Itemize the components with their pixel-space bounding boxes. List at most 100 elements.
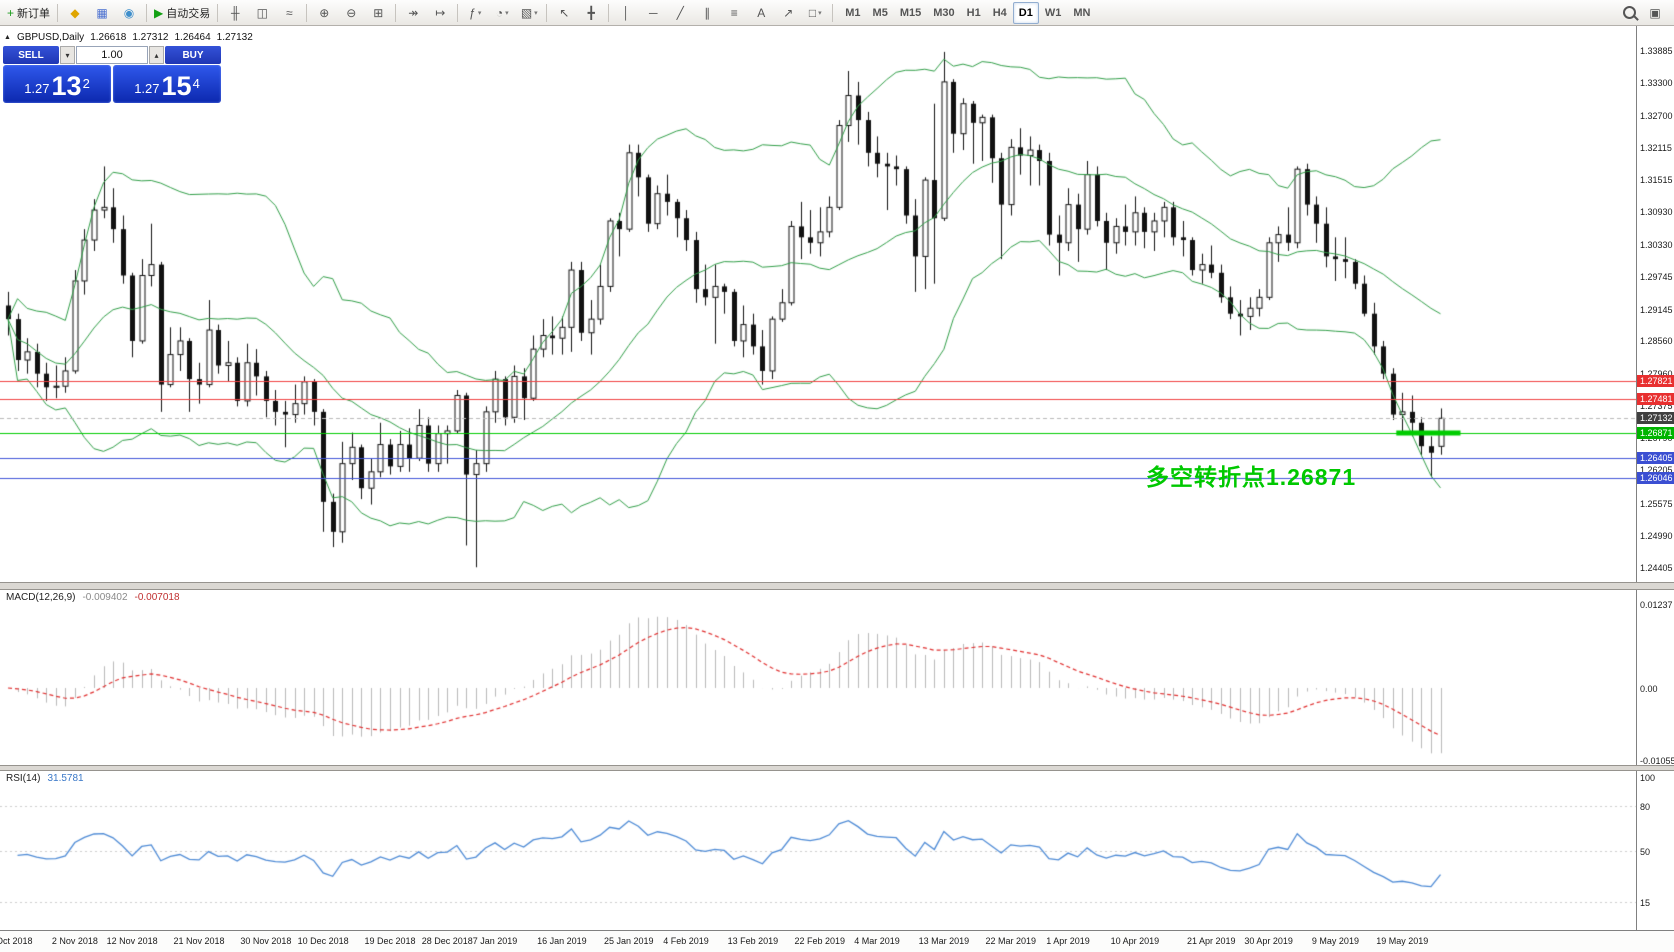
timeframe-m5[interactable]: M5 xyxy=(872,6,888,19)
price-axis-label: 1.32115 xyxy=(1640,142,1672,153)
rsi-axis-label: 100 xyxy=(1640,773,1656,783)
price-tag: 1.26405 xyxy=(1637,451,1674,464)
arrow-tool-icon-glyph: ↗ xyxy=(783,5,794,20)
price-chart-canvas[interactable] xyxy=(0,26,1636,582)
candlestick-chart-icon[interactable]: ◫ xyxy=(249,3,275,23)
macd-axis-label: 0.00 xyxy=(1640,684,1658,694)
buy-button[interactable]: 1.27 15 4 xyxy=(113,65,221,103)
indicators-icon[interactable]: ƒ ▾ xyxy=(462,3,488,23)
price-tag: 1.27481 xyxy=(1637,393,1674,406)
lot-increase-button[interactable]: ▴ xyxy=(149,46,164,64)
date-axis-label: 21 Apr 2019 xyxy=(1187,936,1236,946)
cursor-icon[interactable]: ↖ xyxy=(551,3,577,23)
toolbar-separator xyxy=(395,3,397,22)
vertical-line-icon[interactable]: │ xyxy=(613,3,639,23)
price-axis[interactable]: 1.33885 1.33300 1.32700 1.32115 1.31515 1.309… xyxy=(1636,26,1674,930)
chart-shift-icon-glyph: ↦ xyxy=(435,5,446,20)
timeframe-h1[interactable]: H1 xyxy=(966,6,981,19)
shapes-icon[interactable]: □ ▾ xyxy=(802,3,828,23)
date-axis-label: 28 Dec 2018 xyxy=(421,936,473,946)
line-chart-icon-glyph: ≈ xyxy=(285,5,293,20)
date-axis-label: 7 Jan 2019 xyxy=(472,936,518,946)
toolbar-separator xyxy=(608,3,610,22)
chart-shift-icon[interactable]: ↦ xyxy=(427,3,453,23)
timeframe-mn[interactable]: MN xyxy=(1073,6,1091,19)
sell-button[interactable]: 1.27 13 2 xyxy=(3,65,111,103)
date-axis-label: 22 Feb 2019 xyxy=(794,936,846,946)
date-axis-label: 24 Oct 2018 xyxy=(0,936,33,946)
macd-name: MACD(12,26,9) xyxy=(6,592,76,603)
bar-chart-icon[interactable]: ╫ xyxy=(222,3,248,23)
pane-separator[interactable] xyxy=(0,582,1674,590)
price-axis-label: 1.25575 xyxy=(1640,499,1673,510)
search-icon[interactable] xyxy=(1616,3,1642,23)
rsi-indicator-label: RSI(14) 31.5781 xyxy=(6,773,84,784)
text-label-icon-glyph: A xyxy=(757,5,766,20)
tile-windows-icon[interactable]: ⊞ xyxy=(365,3,391,23)
pane-separator[interactable] xyxy=(0,765,1674,771)
timeframe-m1[interactable]: M1 xyxy=(845,6,861,19)
vertical-line-icon-glyph: │ xyxy=(622,5,631,20)
price-tag: 1.26871 xyxy=(1637,426,1674,439)
toolbar-right-icons: ▣ xyxy=(1616,3,1668,23)
date-axis[interactable]: 24 Oct 2018 2 Nov 2018 12 Nov 2018 21 Nov 2… xyxy=(0,930,1674,952)
data-window-icon[interactable]: ▦ xyxy=(89,3,115,23)
date-axis-label: 10 Dec 2018 xyxy=(297,936,349,946)
macd-indicator-label: MACD(12,26,9) -0.009402 -0.007018 xyxy=(6,592,180,603)
auto-trading-button-label: 自动交易 xyxy=(166,7,211,20)
panel-toggle-icon[interactable]: ▣ xyxy=(1642,3,1668,23)
collapse-arrow-icon[interactable]: ▲ xyxy=(4,34,11,41)
date-axis-label: 10 Apr 2019 xyxy=(1110,936,1160,946)
macd-axis-label: -0.010553 xyxy=(1640,755,1674,766)
lot-decrease-button[interactable]: ▾ xyxy=(60,46,75,64)
date-axis-label: 9 May 2019 xyxy=(1311,936,1359,946)
auto-trading-button[interactable]: ▶ 自动交易 xyxy=(151,3,213,23)
new-order-button[interactable]: + 新订单 xyxy=(4,3,53,23)
price-tag: 1.27132 xyxy=(1637,412,1674,425)
market-watch-icon-glyph: ◆ xyxy=(70,5,80,20)
auto-scroll-icon[interactable]: ↠ xyxy=(400,3,426,23)
one-click-price-row: 1.27 13 2 1.27 15 4 xyxy=(3,65,221,103)
arrow-tool-icon[interactable]: ↗ xyxy=(775,3,801,23)
templates-icon[interactable]: ▧ ▾ xyxy=(516,3,542,23)
toolbar-separator xyxy=(457,3,459,22)
navigator-icon[interactable]: ◉ xyxy=(116,3,142,23)
date-axis-label: 25 Jan 2019 xyxy=(603,936,654,946)
auto-trading-button-glyph: ▶ xyxy=(154,5,164,20)
crosshair-icon[interactable]: ╋ xyxy=(578,3,604,23)
buy-price-pip: 4 xyxy=(192,76,200,91)
rsi-pane-canvas[interactable] xyxy=(0,771,1636,930)
crosshair-icon-glyph: ╋ xyxy=(587,5,595,20)
date-axis-label: 2 Nov 2018 xyxy=(51,936,98,946)
equidistant-channel-icon[interactable]: ∥ xyxy=(694,3,720,23)
lot-size-input[interactable]: 1.00 xyxy=(76,46,148,64)
market-watch-icon[interactable]: ◆ xyxy=(62,3,88,23)
date-axis-label: 13 Mar 2019 xyxy=(918,936,970,946)
zoom-out-icon[interactable]: ⊖ xyxy=(338,3,364,23)
periods-icon-glyph: ◔ xyxy=(495,5,504,20)
price-axis-label: 1.26205 xyxy=(1640,464,1673,475)
timeframe-m15[interactable]: M15 xyxy=(899,6,922,19)
chart-ohlc-header: ▲ GBPUSD,Daily 1.26618 1.27312 1.26464 1… xyxy=(4,32,253,43)
date-axis-label: 4 Mar 2019 xyxy=(854,936,900,946)
zoom-in-icon[interactable]: ⊕ xyxy=(311,3,337,23)
one-click-trading-panel: SELL ▾ 1.00 ▴ BUY 1.27 13 2 1.27 15 4 xyxy=(3,46,221,103)
timeframe-w1[interactable]: W1 xyxy=(1044,6,1062,19)
date-axis-label: 30 Nov 2018 xyxy=(240,936,292,946)
fibonacci-icon[interactable]: ≡ xyxy=(721,3,747,23)
equidistant-channel-icon-glyph: ∥ xyxy=(704,5,711,20)
open-value: 1.26618 xyxy=(90,32,127,43)
price-tag: 1.26046 xyxy=(1637,471,1674,484)
timeframe-m30[interactable]: M30 xyxy=(933,6,955,19)
trendline-icon[interactable]: ╱ xyxy=(667,3,693,23)
macd-pane-canvas[interactable] xyxy=(0,590,1636,765)
text-label-icon[interactable]: A xyxy=(748,3,774,23)
line-chart-icon[interactable]: ≈ xyxy=(276,3,302,23)
price-axis-label: 1.27960 xyxy=(1640,369,1673,379)
timeframe-h4[interactable]: H4 xyxy=(992,6,1007,19)
horizontal-line-icon[interactable]: ─ xyxy=(640,3,666,23)
timeframe-d1[interactable]: D1 xyxy=(1012,1,1039,24)
date-axis-label: 16 Jan 2019 xyxy=(537,936,587,946)
periods-icon[interactable]: ◔ ▾ xyxy=(489,3,515,23)
auto-scroll-icon-glyph: ↠ xyxy=(408,5,419,20)
